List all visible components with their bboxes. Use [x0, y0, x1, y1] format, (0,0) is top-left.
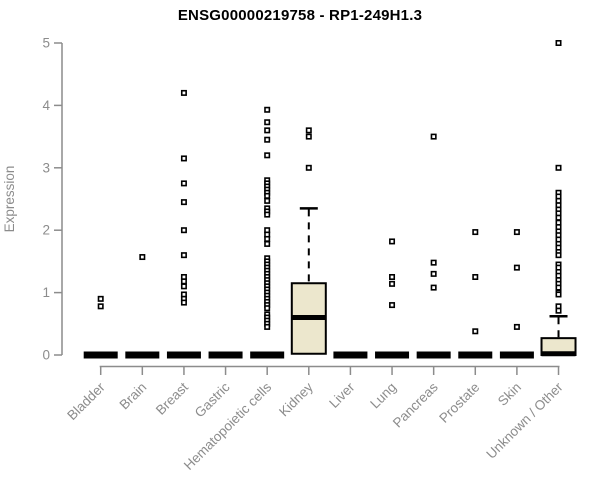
outlier-point — [555, 252, 562, 259]
outlier-point — [472, 328, 479, 335]
x-tick-label: Skin — [495, 380, 524, 409]
y-tick-label: 0 — [42, 348, 50, 363]
collapsed-box — [166, 351, 201, 359]
outlier-point — [264, 197, 271, 204]
chart-title: ENSG00000219758 - RP1-249H1.3 — [177, 7, 423, 24]
outlier-point — [180, 299, 187, 306]
x-tick-label: Liver — [326, 379, 358, 411]
outlier-point — [264, 136, 271, 143]
outlier-point — [97, 295, 104, 302]
outlier-point — [264, 119, 271, 126]
collapsed-box — [333, 351, 368, 359]
outlier-point — [264, 106, 271, 113]
x-tick-label: Pancreas — [390, 379, 441, 430]
outlier-point — [97, 303, 104, 310]
outlier-point — [513, 264, 520, 271]
outlier-point — [264, 235, 271, 242]
collapsed-box — [250, 351, 285, 359]
collapsed-box — [208, 351, 243, 359]
outlier-point — [180, 252, 187, 259]
outlier-point — [472, 273, 479, 280]
collapsed-box — [458, 351, 493, 359]
y-tick-label: 1 — [42, 285, 50, 300]
outlier-point — [389, 238, 396, 245]
y-axis-label: Expression — [2, 166, 17, 233]
outlier-point — [264, 323, 271, 330]
outlier-point — [555, 164, 562, 171]
outlier-point — [264, 192, 271, 199]
outlier-point — [555, 214, 562, 221]
outlier-point — [264, 211, 271, 218]
x-tick-label: Prostate — [436, 380, 482, 426]
outlier-point — [555, 307, 562, 314]
collapsed-box — [499, 351, 534, 359]
y-tick-label: 4 — [42, 98, 50, 113]
outlier-point — [555, 284, 562, 291]
outlier-point — [430, 270, 437, 277]
collapsed-box — [375, 351, 410, 359]
outlier-point — [264, 127, 271, 134]
outlier-point — [180, 180, 187, 187]
outlier-point — [389, 273, 396, 280]
outlier-point — [264, 240, 271, 247]
outlier-point — [430, 133, 437, 140]
outlier-point — [264, 305, 271, 312]
outlier-point — [389, 302, 396, 309]
x-tick-label: Bladder — [64, 379, 108, 423]
y-tick-label: 3 — [42, 160, 50, 175]
outlier-point — [513, 229, 520, 236]
outlier-point — [264, 152, 271, 159]
collapsed-box — [416, 351, 451, 359]
outlier-point — [472, 229, 479, 236]
collapsed-box — [83, 351, 118, 359]
outlier-point — [180, 227, 187, 234]
outlier-point — [430, 284, 437, 291]
y-tick-label: 5 — [42, 36, 50, 51]
outlier-point — [180, 155, 187, 162]
x-tick-label: Breast — [153, 379, 191, 417]
outlier-point — [180, 283, 187, 290]
outlier-point — [555, 39, 562, 46]
outlier-point — [180, 199, 187, 206]
outlier-point — [389, 280, 396, 287]
x-tick-label: Lung — [367, 380, 399, 412]
outlier-point — [180, 278, 187, 285]
x-tick-label: Gastric — [192, 379, 233, 420]
y-tick-label: 2 — [42, 223, 50, 238]
outlier-point — [430, 259, 437, 266]
outlier-point — [139, 254, 146, 261]
outlier-point — [513, 323, 520, 330]
outlier-point — [180, 89, 187, 96]
outlier-point — [555, 291, 562, 298]
x-tick-label: Brain — [117, 380, 150, 413]
x-tick-label: Kidney — [276, 379, 316, 419]
outlier-point — [305, 164, 312, 171]
outlier-point — [305, 127, 312, 134]
outlier-point — [305, 133, 312, 140]
collapsed-box — [125, 351, 160, 359]
x-tick-label: Unknown / Other — [483, 379, 566, 462]
